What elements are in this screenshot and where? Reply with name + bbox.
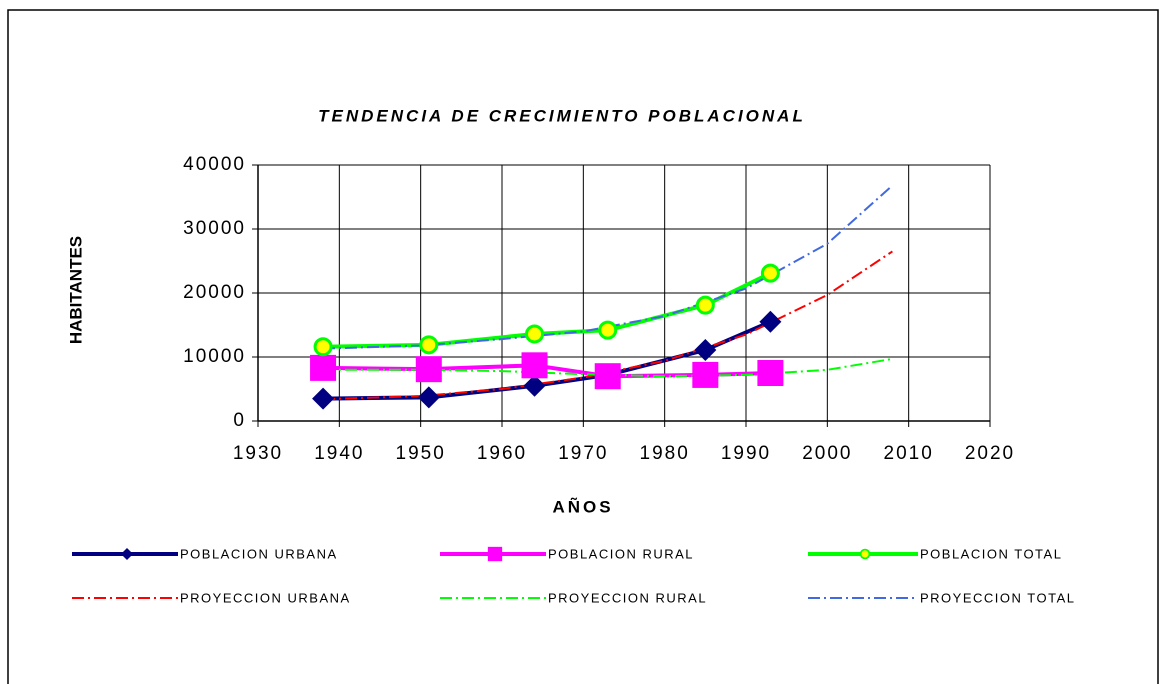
x-tick-label: 1940: [314, 443, 364, 464]
marker: [521, 352, 548, 379]
legend-label: POBLACION RURAL: [548, 546, 694, 561]
y-axis-label: HABITANTES: [66, 236, 85, 344]
marker: [419, 335, 439, 355]
marker: [759, 310, 782, 333]
x-tick-label: 1970: [558, 443, 608, 464]
marker: [757, 360, 784, 386]
marker: [525, 324, 545, 344]
marker: [417, 386, 440, 409]
y-tick-label: 10000: [183, 346, 246, 367]
marker: [310, 354, 337, 381]
y-tick-label: 30000: [183, 218, 246, 239]
marker: [695, 295, 715, 315]
marker: [594, 363, 621, 390]
legend-label: PROYECCION URBANA: [180, 590, 351, 605]
marker: [120, 547, 134, 561]
legend-label: POBLACION TOTAL: [920, 546, 1062, 561]
x-tick-label: 2000: [802, 443, 852, 464]
x-tick-label: 1980: [640, 443, 690, 464]
marker: [487, 546, 503, 562]
x-tick-label: 1930: [233, 443, 283, 464]
legend-label: PROYECCION TOTAL: [920, 590, 1075, 605]
marker: [692, 361, 719, 388]
marker: [694, 338, 717, 361]
x-tick-label: 2020: [965, 443, 1015, 464]
frame: [7, 9, 1159, 684]
marker: [760, 263, 780, 283]
x-tick-label: 1950: [396, 443, 446, 464]
marker: [313, 337, 333, 357]
x-axis-label: AÑOS: [552, 496, 613, 516]
chart-title: TENDENCIA DE CRECIMIENTO POBLACIONAL: [318, 106, 806, 125]
legend-label: POBLACION URBANA: [180, 546, 338, 561]
legend-label: PROYECCION RURAL: [548, 590, 707, 605]
marker: [312, 387, 335, 410]
x-tick-label: 2010: [884, 443, 934, 464]
marker: [415, 356, 442, 383]
marker: [859, 548, 871, 560]
marker: [598, 320, 618, 340]
marker: [523, 374, 546, 397]
y-tick-label: 40000: [183, 154, 246, 175]
x-tick-label: 1960: [477, 443, 527, 464]
y-tick-label: 0: [233, 410, 246, 431]
y-tick-label: 20000: [183, 282, 246, 303]
x-tick-label: 1990: [721, 443, 771, 464]
